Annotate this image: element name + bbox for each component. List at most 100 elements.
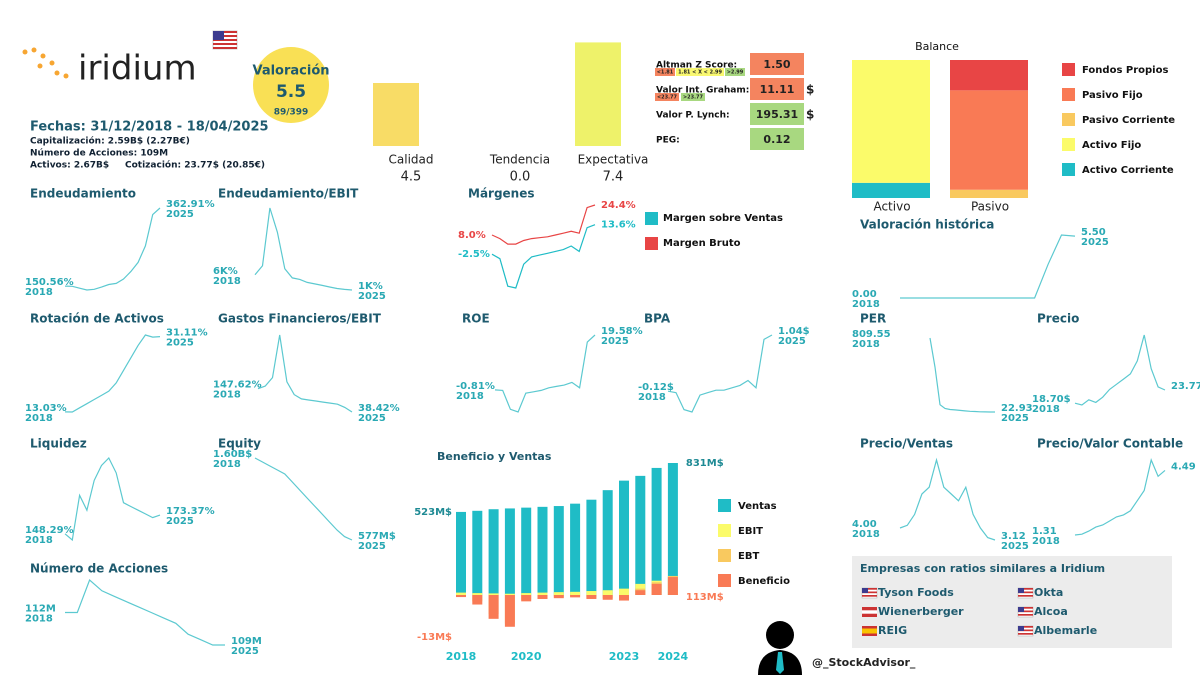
similar-company: Albemarle (1034, 624, 1097, 637)
spark-value-label: 3.12 (1001, 531, 1026, 542)
flag (1018, 588, 1033, 590)
legend-label: EBIT (738, 526, 763, 537)
spark-value-label: 23.77 (1171, 381, 1200, 392)
legend-swatch (1062, 163, 1075, 176)
spark-year: 2025 (231, 646, 259, 657)
spark-line (64, 334, 161, 413)
spark-year: 2025 (778, 336, 806, 347)
ratio-cell (750, 128, 804, 150)
flag (1018, 626, 1033, 628)
flag-us (212, 30, 238, 50)
legend-swatch (718, 499, 731, 512)
bv-bar (553, 506, 564, 595)
bv-value-label: 113M$ (686, 592, 724, 603)
spark-year: 2018 (1032, 404, 1060, 415)
spark-year: 2025 (358, 413, 386, 424)
legend-swatch (645, 212, 658, 225)
flag (1018, 629, 1033, 632)
bv-bar (504, 595, 515, 627)
bv-bar (570, 591, 581, 595)
spark-line (254, 207, 353, 291)
legend-swatch (645, 237, 658, 250)
valuation-badge (253, 47, 329, 123)
similar-company: REIG (878, 624, 907, 637)
spark-year: 2018 (25, 614, 53, 625)
spark-line (667, 334, 773, 413)
assets: Activos: 2.67B$ (30, 161, 109, 171)
ratio-label: Altman Z Score: (656, 61, 737, 71)
flag (1018, 607, 1024, 612)
legend-chip (655, 68, 675, 76)
spark-value-label: 4.49 (1171, 461, 1196, 472)
legend-label: Ventas (738, 501, 777, 512)
legend-swatch (718, 574, 731, 587)
spark-value-label: 809.55 (852, 329, 891, 340)
bv-bar (472, 595, 483, 605)
ratio-value: 195.31 (756, 108, 798, 121)
spark-line (494, 334, 596, 413)
bv-bar (504, 508, 515, 595)
spark-line (899, 457, 996, 541)
spark-value-label: 109M (231, 636, 262, 647)
bv-bar (488, 595, 499, 619)
spark-line (491, 204, 596, 245)
flag (1018, 626, 1024, 631)
spark-year: 2018 (456, 391, 484, 402)
flag (862, 588, 868, 593)
valuation-score: 5.5 (276, 82, 306, 102)
legend-label: Activo Fijo (1082, 140, 1141, 151)
spark-year: 2018 (1032, 536, 1060, 547)
spark-value-label: -2.5% (458, 249, 490, 260)
flag (1018, 588, 1024, 593)
logo: iridium (22, 47, 197, 89)
similar-company: Okta (1034, 586, 1063, 599)
legend-swatch (1062, 88, 1075, 101)
avatar (758, 621, 802, 675)
legend-label: Margen sobre Ventas (663, 213, 783, 224)
legend-label: Pasivo Corriente (1082, 115, 1175, 126)
balance-category: Pasivo (971, 200, 1009, 214)
spark-title: Gastos Financieros/EBIT (218, 312, 382, 326)
spark-line (257, 334, 353, 413)
spark-title: Liquidez (30, 437, 87, 451)
spark-value-label: 577M$ (358, 531, 396, 542)
spark-value-label: 0.00 (852, 289, 877, 300)
spark-title: ROE (462, 312, 490, 326)
spark-value-label: 1.60B$ (213, 449, 252, 460)
spark-value-label: 1K% (358, 281, 383, 292)
price: Cotización: 23.77$ (20.85€) (125, 160, 265, 171)
legend-chip-text: 1.81 < X < 2.99 (678, 70, 722, 76)
bv-bar (602, 590, 613, 595)
spark-value-label: 13.6% (601, 220, 636, 231)
spark-year: 2025 (166, 209, 194, 220)
bv-bar (667, 463, 678, 595)
legend-chip-text: <1.81 (657, 70, 674, 76)
spark-title: Equity (218, 437, 261, 451)
spark-line (254, 457, 353, 541)
flag (1018, 591, 1033, 594)
spark-line (929, 337, 995, 413)
flag (862, 588, 877, 590)
bv-category: 2024 (658, 650, 689, 663)
spark-year: 2025 (601, 336, 629, 347)
flag (862, 628, 877, 634)
bv-bar (635, 590, 646, 595)
spark-title: Endeudamiento/EBIT (218, 187, 359, 201)
spark-line (491, 224, 596, 289)
bv-value-label: 831M$ (686, 458, 724, 469)
legend-chip-text: >23.77 (683, 95, 704, 101)
spark-value-label: 1.04$ (778, 326, 810, 337)
legend-label: EBT (738, 551, 759, 562)
balance-category: Activo (873, 200, 910, 214)
legend-label: Pasivo Fijo (1082, 90, 1143, 101)
similar-title: Empresas con ratios similares a Iridium (860, 562, 1105, 575)
score-bar (575, 42, 621, 146)
score-bar (373, 83, 419, 146)
spark-value-label: 6K% (213, 266, 238, 277)
bv-bar (651, 467, 662, 595)
ratio-value: 0.12 (763, 133, 790, 146)
bv-bar (635, 475, 646, 595)
similar-panel (852, 556, 1172, 648)
bv-bar (488, 509, 499, 595)
